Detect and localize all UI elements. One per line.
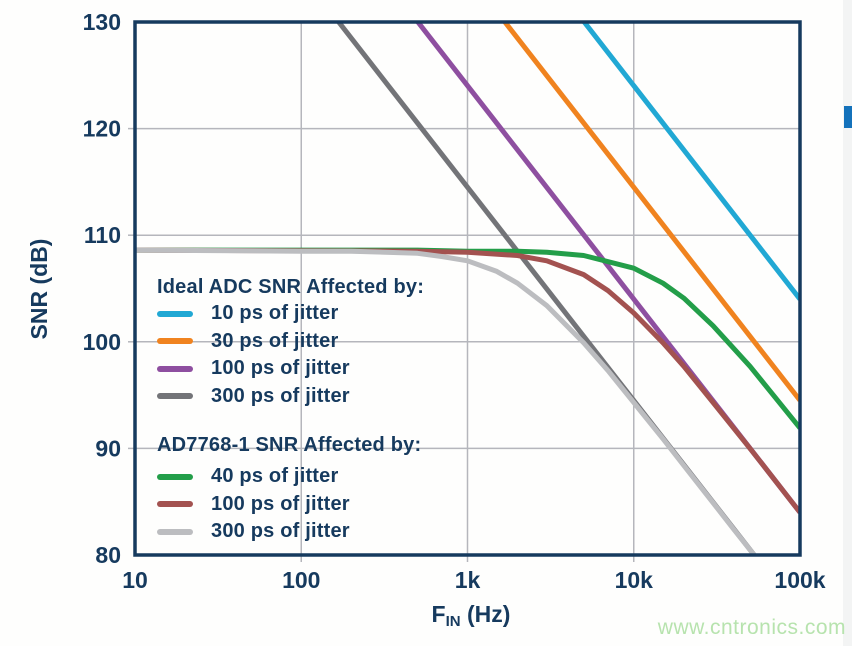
x-tick-label: 10 — [122, 567, 148, 593]
y-tick-label: 110 — [84, 222, 121, 248]
y-tick-label: 90 — [95, 435, 121, 461]
legend-item: 40 ps of jitter — [157, 463, 424, 491]
legend-item-label: 100 ps of jitter — [211, 357, 350, 380]
series-line-ideal_10ps — [582, 22, 800, 301]
chart-legend: Ideal ADC SNR Affected by: 10 ps of jitte… — [157, 274, 424, 546]
series-line-ideal_30ps — [502, 22, 800, 402]
plot-frame — [133, 20, 802, 557]
y-tick-label: 130 — [83, 9, 121, 35]
legend-swatch-ideal_10ps — [157, 310, 193, 317]
x-tick-label: 100 — [282, 567, 320, 593]
legend-swatch-ideal_30ps — [157, 338, 193, 345]
legend-item: 100 ps of jitter — [157, 491, 424, 519]
series-line-ad7768_300ps — [135, 247, 757, 555]
scroll-indicator[interactable] — [844, 106, 852, 128]
legend-group-title: AD7768-1 SNR Affected by: — [157, 434, 422, 456]
x-tick-label: 10k — [615, 567, 654, 593]
legend-swatch-ideal_100ps — [157, 365, 193, 372]
y-axis-title: SNR (dB) — [26, 239, 52, 340]
legend-swatch-ad7768_300ps — [157, 528, 193, 535]
y-tick-label: 120 — [83, 116, 121, 142]
legend-item-label: 30 ps of jitter — [211, 329, 339, 352]
legend-item-label: 40 ps of jitter — [211, 465, 339, 488]
series-group — [135, 22, 800, 555]
x-axis-title: FIN (Hz) — [432, 601, 511, 630]
legend-item: 30 ps of jitter — [157, 328, 424, 356]
legend-item: 100 ps of jitter — [157, 355, 424, 383]
watermark-text: www.cntronics.com — [657, 616, 846, 639]
x-tick-label: 100k — [774, 567, 825, 593]
legend-swatch-ideal_300ps — [157, 393, 193, 400]
legend-item: 300 ps of jitter — [157, 383, 424, 411]
legend-item-label: 300 ps of jitter — [211, 520, 350, 543]
y-tick-label: 80 — [95, 542, 121, 568]
series-line-ad7768_100ps — [135, 247, 800, 514]
legend-item-label: 300 ps of jitter — [211, 384, 350, 407]
legend-swatch-ad7768_40ps — [157, 473, 193, 480]
legend-item-label: 10 ps of jitter — [211, 302, 339, 325]
legend-item: 300 ps of jitter — [157, 518, 424, 546]
legend-group-title: Ideal ADC SNR Affected by: — [157, 276, 425, 298]
x-tick-label: 1k — [455, 567, 481, 593]
legend-item: 10 ps of jitter — [157, 300, 424, 328]
legend-item-label: 100 ps of jitter — [211, 492, 350, 515]
legend-swatch-ad7768_100ps — [157, 501, 193, 508]
page-edge-strip — [843, 0, 852, 646]
y-tick-label: 100 — [83, 329, 121, 355]
